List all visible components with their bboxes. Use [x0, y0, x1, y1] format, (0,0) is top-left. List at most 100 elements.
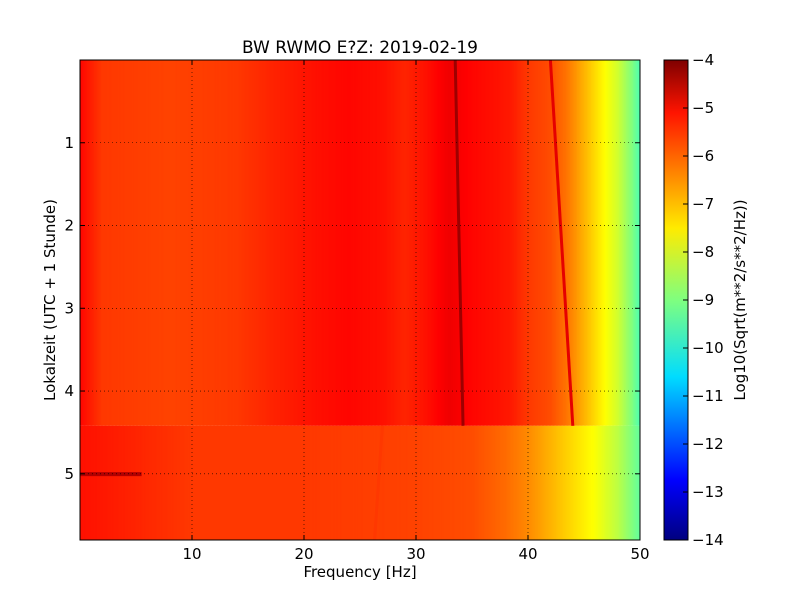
heatmap-cell [311, 60, 313, 426]
heatmap-cell [348, 60, 351, 426]
heatmap-cell [264, 425, 267, 540]
heatmap-cell [162, 425, 165, 540]
heatmap-cell [332, 60, 334, 426]
heatmap-cell [623, 60, 626, 426]
heatmap-cell [353, 60, 355, 426]
heatmap-cell [512, 60, 515, 426]
heatmap-cell [320, 425, 323, 540]
heatmap-cell [565, 60, 568, 426]
heatmap-cell [89, 425, 92, 540]
heatmap-cell [619, 60, 621, 426]
heatmap-cell [256, 425, 259, 540]
heatmap-cell [136, 425, 138, 540]
heatmap-cell [285, 60, 288, 426]
heatmap-cell [367, 60, 369, 426]
heatmap-cell [232, 425, 235, 540]
heatmap-cell [284, 60, 287, 426]
heatmap-cell [341, 60, 344, 426]
heatmap-cell [437, 60, 439, 426]
heatmap-cell [607, 425, 610, 540]
heatmap-cell [166, 425, 169, 540]
heatmap-cell [280, 60, 283, 426]
heatmap-cell [225, 60, 228, 426]
heatmap-cell [253, 425, 256, 540]
heatmap-cell [536, 60, 539, 426]
heatmap-cell [250, 425, 253, 540]
heatmap-cell [176, 425, 179, 540]
heatmap-cell [301, 60, 304, 426]
heatmap-cell [516, 60, 519, 426]
heatmap-cell [147, 425, 150, 540]
heatmap-cell [369, 60, 372, 426]
heatmap-cell [631, 425, 634, 540]
heatmap-cell [497, 425, 500, 540]
heatmap-cell [82, 60, 85, 426]
heatmap-cell [150, 425, 152, 540]
heatmap-cell [203, 425, 206, 540]
y-axis-label: Lokalzeit (UTC + 1 Stunde) [41, 199, 59, 401]
heatmap-cell [530, 425, 533, 540]
heatmap-cell [624, 425, 627, 540]
heatmap-cell [332, 425, 334, 540]
heatmap-cell [365, 60, 368, 426]
heatmap-cell [274, 425, 277, 540]
heatmap-cell [553, 425, 556, 540]
heatmap-cell [169, 425, 172, 540]
colorbar-tick-label: −8 [692, 243, 714, 261]
heatmap-cell [361, 60, 364, 426]
x-tick-label: 30 [406, 545, 425, 563]
heatmap-cell [337, 425, 340, 540]
heatmap-cell [165, 425, 168, 540]
heatmap-cell [586, 60, 589, 426]
heatmap-cell [245, 60, 248, 426]
heatmap-cell [246, 60, 249, 426]
heatmap-cell [122, 60, 124, 426]
heatmap-cell [283, 425, 285, 540]
heatmap-cell [318, 425, 320, 540]
heatmap-cell [446, 60, 449, 426]
heatmap-cell [486, 60, 488, 426]
heatmap-cell [470, 60, 473, 426]
heatmap-cell [584, 60, 586, 426]
heatmap-cell [473, 60, 476, 426]
heatmap-cell [250, 60, 253, 426]
heatmap-cell [89, 60, 92, 426]
heatmap-cell [532, 60, 535, 426]
heatmap-cell [197, 425, 200, 540]
heatmap-cell [183, 60, 186, 426]
heatmap-cell [168, 60, 171, 426]
heatmap-cell [355, 425, 358, 540]
heatmap-cell [357, 60, 360, 426]
heatmap-cell [88, 425, 91, 540]
heatmap-cell [633, 60, 635, 426]
heatmap-cell [238, 60, 241, 426]
heatmap-cell [599, 60, 602, 426]
plot-frame [79, 59, 641, 541]
heatmap-cell [449, 425, 452, 540]
heatmap-cell [558, 425, 561, 540]
heatmap-cell [138, 60, 141, 426]
heatmap-cell [514, 60, 516, 426]
heatmap-cell [547, 60, 550, 426]
heatmap-cell [540, 425, 543, 540]
heatmap-cell [529, 425, 532, 540]
heatmap-cell [389, 60, 392, 426]
heatmap-cell [390, 425, 393, 540]
heatmap-cell [438, 60, 441, 426]
heatmap-cell [154, 60, 157, 426]
heatmap-cell [126, 60, 129, 426]
heatmap-cell [313, 60, 316, 426]
heatmap-cell [617, 60, 620, 426]
heatmap-cell [509, 425, 512, 540]
heatmap-cell [225, 425, 228, 540]
heatmap-cell [504, 60, 507, 426]
heatmap-cell [186, 60, 189, 426]
y-tick-label: 4 [64, 382, 74, 400]
heatmap-cell [462, 425, 465, 540]
heatmap-cell [402, 425, 404, 540]
heatmap-cell [592, 60, 595, 426]
heatmap-cell [263, 60, 266, 426]
heatmap-cell [504, 425, 507, 540]
heatmap-cell [116, 425, 119, 540]
heatmap-cell [113, 60, 116, 426]
